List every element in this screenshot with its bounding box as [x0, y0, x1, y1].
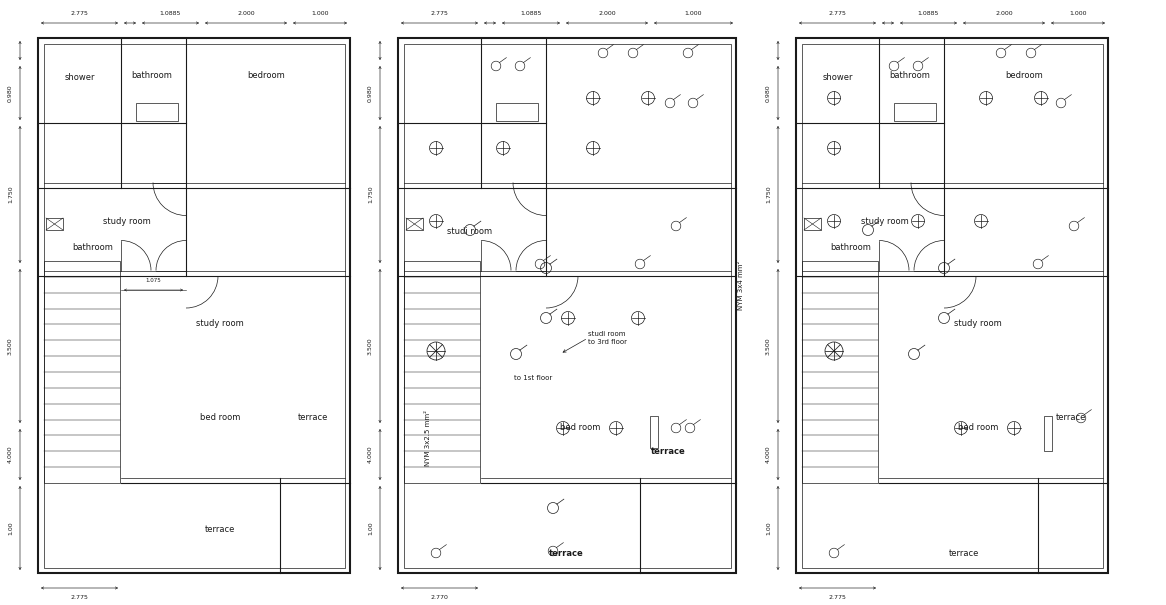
Bar	[403, 261, 479, 483]
Text: 3.500: 3.500	[766, 337, 771, 355]
Bar	[801, 261, 878, 483]
Text: bedroom: bedroom	[1005, 71, 1042, 80]
Text: 1.750: 1.750	[368, 186, 373, 203]
Bar	[805, 218, 821, 230]
Bar	[403, 44, 731, 567]
Text: study room: study room	[861, 217, 908, 226]
Text: 1.000: 1.000	[684, 11, 702, 16]
Text: bedroom: bedroom	[247, 71, 285, 80]
Text: 4.000: 4.000	[8, 446, 13, 463]
Bar	[894, 103, 936, 121]
Bar	[43, 261, 119, 483]
Bar	[1044, 416, 1052, 451]
Text: 4.000: 4.000	[766, 446, 771, 463]
Text: 1.750: 1.750	[766, 186, 771, 203]
Bar	[43, 44, 344, 567]
Text: 0.980: 0.980	[766, 84, 771, 102]
Text: studi room
to 3rd floor: studi room to 3rd floor	[588, 332, 627, 344]
Text: 3.500: 3.500	[8, 337, 13, 355]
Bar	[496, 103, 538, 121]
Text: 1.750: 1.750	[8, 186, 13, 203]
Text: shower: shower	[823, 73, 854, 82]
Text: bed room: bed room	[957, 424, 998, 433]
Text: study room: study room	[196, 319, 244, 329]
Text: bed room: bed room	[199, 413, 240, 422]
Text: 2.770: 2.770	[430, 595, 449, 600]
Text: 0.980: 0.980	[368, 84, 373, 102]
Text: 2.000: 2.000	[237, 11, 255, 16]
Bar	[406, 218, 423, 230]
Text: terrace: terrace	[549, 549, 583, 557]
Text: studi room: studi room	[448, 226, 492, 235]
Text: terrace: terrace	[297, 413, 328, 422]
Text: to 1st floor: to 1st floor	[514, 375, 553, 381]
Text: 1.00: 1.00	[368, 521, 373, 535]
Text: 1.00: 1.00	[8, 521, 13, 535]
Text: NYM 3x2.5 mm²: NYM 3x2.5 mm²	[424, 410, 431, 466]
Text: shower: shower	[65, 73, 96, 82]
Bar	[38, 38, 350, 573]
Text: 2.000: 2.000	[996, 11, 1013, 16]
Text: 2.775: 2.775	[430, 11, 449, 16]
Text: NYM 3x4 mm²: NYM 3x4 mm²	[738, 261, 744, 310]
Bar	[649, 416, 658, 448]
Text: 1.0885: 1.0885	[520, 11, 542, 16]
Text: terrace: terrace	[651, 446, 686, 456]
Bar	[45, 218, 63, 230]
Text: terrace: terrace	[205, 526, 236, 534]
Text: 3.500: 3.500	[368, 337, 373, 355]
Text: 1.0885: 1.0885	[160, 11, 181, 16]
Text: bed room: bed room	[560, 424, 600, 433]
Text: 2.775: 2.775	[71, 595, 89, 600]
Text: bathroom: bathroom	[72, 243, 113, 252]
Text: bathroom: bathroom	[132, 71, 173, 80]
Bar	[398, 38, 736, 573]
Text: 2.775: 2.775	[829, 595, 847, 600]
Text: 0.980: 0.980	[8, 84, 13, 102]
Text: 1.000: 1.000	[1069, 11, 1087, 16]
Text: 2.775: 2.775	[829, 11, 847, 16]
Text: study room: study room	[103, 217, 150, 226]
Bar	[796, 38, 1108, 573]
Text: 1.0885: 1.0885	[918, 11, 939, 16]
Text: terrace: terrace	[949, 549, 979, 557]
Bar	[801, 44, 1103, 567]
Text: 1.00: 1.00	[766, 521, 771, 535]
Bar	[136, 103, 178, 121]
Text: 2.775: 2.775	[71, 11, 89, 16]
Text: 1.075: 1.075	[146, 278, 161, 283]
Text: study room: study room	[954, 319, 1002, 329]
Text: bathroom: bathroom	[890, 71, 930, 80]
Text: 1.000: 1.000	[311, 11, 329, 16]
Text: 4.000: 4.000	[368, 446, 373, 463]
Text: bathroom: bathroom	[830, 243, 871, 252]
Text: terrace: terrace	[1055, 413, 1087, 422]
Text: 2.000: 2.000	[598, 11, 616, 16]
